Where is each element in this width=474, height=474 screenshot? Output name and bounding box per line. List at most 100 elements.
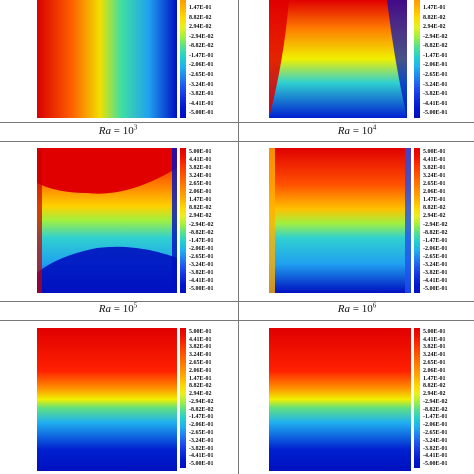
colorbar-level-label: 4.41E-01	[423, 157, 446, 164]
colorbar-level-label: 2.94E-02	[423, 24, 446, 31]
colorbar-level-label: -1.47E-01	[423, 237, 448, 244]
colorbar-level-label: -2.94E-02	[423, 33, 448, 40]
colorbar-level-label: -3.24E-01	[423, 81, 448, 88]
panel-ra-1e4-contour	[239, 0, 474, 122]
colorbar-level-label: 5.00E-01	[189, 328, 212, 335]
colorbar-level-label: 3.82E-01	[423, 165, 446, 172]
colorbar-level-label: -2.06E-01	[189, 62, 214, 69]
colorbar-level-label: -2.65E-01	[189, 430, 214, 436]
colorbar-level-label: -3.24E-01	[423, 437, 448, 444]
temperature-contour-row3-right	[269, 328, 411, 471]
colorbar-level-label: -3.82E-01	[423, 91, 448, 98]
row-divider	[0, 141, 474, 142]
colorbar-level-label: -3.82E-01	[423, 445, 448, 452]
caption-ra-1e4: Ra = 104	[337, 123, 377, 137]
panel-ra-1e6-contour	[239, 142, 474, 301]
colorbar-level-label: -4.41E-01	[423, 453, 448, 460]
colorbar-level-label: 2.06E-01	[189, 189, 212, 196]
colorbar-level-label: -5.00E-01	[189, 110, 214, 117]
colorbar-level-label: 2.94E-02	[423, 213, 446, 220]
colorbar-ra-1e6: 5.00E-01 4.41E-01 3.82E-01 3.24E-01 2.65E-01…	[414, 148, 464, 293]
colorbar-level-label: 2.94E-02	[189, 24, 212, 31]
colorbar-level-label: -3.24E-01	[189, 261, 214, 268]
colorbar-level-label: -8.82E-02	[423, 229, 448, 236]
colorbar-strip	[414, 0, 420, 118]
colorbar-level-label: -8.82E-02	[423, 406, 448, 413]
colorbar-strip	[414, 148, 420, 293]
colorbar-level-label: 4.41E-01	[189, 157, 212, 164]
colorbar-level-label: 3.24E-01	[189, 173, 212, 180]
colorbar-level-label: 2.65E-01	[423, 360, 446, 366]
colorbar-level-label: 3.82E-01	[189, 344, 212, 351]
colorbar-level-label: -3.82E-01	[423, 269, 448, 276]
colorbar-level-label: -5.00E-01	[189, 285, 214, 292]
colorbar-level-label: -1.47E-01	[423, 414, 448, 421]
row-divider	[0, 301, 474, 302]
colorbar-level-label: -8.82E-02	[423, 43, 448, 50]
colorbar-level-label: 8.82E-02	[423, 14, 446, 21]
colorbar-level-label: 2.94E-02	[189, 391, 212, 398]
colorbar-level-label: -2.06E-01	[423, 245, 448, 252]
colorbar-level-label: -2.94E-02	[189, 398, 214, 405]
colorbar-level-label: -2.94E-02	[423, 398, 448, 405]
colorbar-ra-1e5: 5.00E-01 4.41E-01 3.82E-01 3.24E-01 2.65E-01…	[180, 148, 230, 293]
colorbar-level-label: -2.06E-01	[189, 245, 214, 252]
colorbar-level-label: -4.41E-01	[189, 277, 214, 284]
colorbar-level-label: 2.06E-01	[189, 0, 212, 2]
colorbar-level-label: -2.65E-01	[189, 253, 214, 260]
colorbar-level-label: -2.06E-01	[189, 422, 214, 429]
colorbar-level-label: 4.41E-01	[423, 336, 446, 343]
row-divider	[0, 122, 474, 123]
colorbar-row3-right: 5.00E-01 4.41E-01 3.82E-01 3.24E-01 2.65E-01…	[414, 328, 464, 468]
colorbar-level-label: -1.47E-01	[423, 52, 448, 59]
colorbar-level-label: -5.00E-01	[189, 461, 214, 468]
colorbar-level-label: -2.65E-01	[423, 430, 448, 436]
colorbar-strip	[414, 328, 420, 468]
temperature-contour-row3-left	[37, 328, 177, 471]
row-divider	[0, 320, 474, 321]
colorbar-level-label: -2.94E-02	[189, 221, 214, 228]
colorbar-level-label: 8.82E-02	[189, 14, 212, 21]
colorbar-level-label: 5.00E-01	[423, 328, 446, 335]
colorbar-level-label: -8.82E-02	[189, 43, 214, 50]
colorbar-level-label: 1.47E-01	[189, 197, 212, 204]
panel-ra-1e3-contour	[0, 0, 236, 122]
colorbar-level-label: -2.06E-01	[423, 62, 448, 69]
colorbar-level-label: 3.24E-01	[423, 173, 446, 180]
colorbar-level-label: -4.41E-01	[189, 100, 214, 107]
colorbar-level-label: 2.06E-01	[423, 189, 446, 196]
colorbar-ra-1e4: 5.00E-014.41E-013.82E-013.24E-012.65E-01…	[414, 0, 464, 118]
colorbar-row3-left: 5.00E-01 4.41E-01 3.82E-01 3.24E-01 2.65E-01…	[180, 328, 230, 468]
colorbar-level-label: 3.24E-01	[189, 352, 212, 359]
colorbar-level-label: 1.47E-01	[189, 5, 212, 12]
colorbar-level-label: -4.41E-01	[423, 100, 448, 107]
colorbar-level-label: 5.00E-01	[423, 149, 446, 156]
colorbar-level-label: -3.24E-01	[423, 261, 448, 268]
colorbar-level-label: 2.06E-01	[423, 367, 446, 374]
colorbar-level-label: -3.24E-01	[189, 437, 214, 444]
panel-row3-left-contour	[0, 321, 236, 474]
temperature-contour-ra-1e5	[37, 148, 177, 293]
colorbar-strip	[180, 0, 186, 118]
colorbar-level-label: 8.82E-02	[189, 205, 212, 212]
panel-row3-right-contour	[239, 321, 474, 474]
colorbar-level-label: 5.00E-01	[189, 149, 212, 156]
colorbar-level-label: -3.82E-01	[189, 91, 214, 98]
colorbar-level-label: 1.47E-01	[423, 5, 446, 12]
colorbar-level-label: -2.06E-01	[423, 422, 448, 429]
colorbar-level-label: -5.00E-01	[423, 461, 448, 468]
colorbar-level-label: 8.82E-02	[423, 205, 446, 212]
colorbar-level-label: -2.94E-02	[423, 221, 448, 228]
colorbar-level-label: 1.47E-01	[423, 197, 446, 204]
colorbar-level-label: -2.65E-01	[189, 72, 214, 78]
colorbar-level-label: -1.47E-01	[189, 52, 214, 59]
colorbar-level-label: 2.65E-01	[189, 360, 212, 366]
colorbar-level-label: -8.82E-02	[189, 406, 214, 413]
caption-ra-1e6: Ra = 106	[337, 301, 377, 315]
colorbar-level-label: -5.00E-01	[423, 285, 448, 292]
colorbar-level-label: 8.82E-02	[423, 383, 446, 390]
colorbar-level-label: 2.94E-02	[189, 213, 212, 220]
colorbar-level-label: -3.24E-01	[189, 81, 214, 88]
colorbar-strip	[180, 148, 186, 293]
